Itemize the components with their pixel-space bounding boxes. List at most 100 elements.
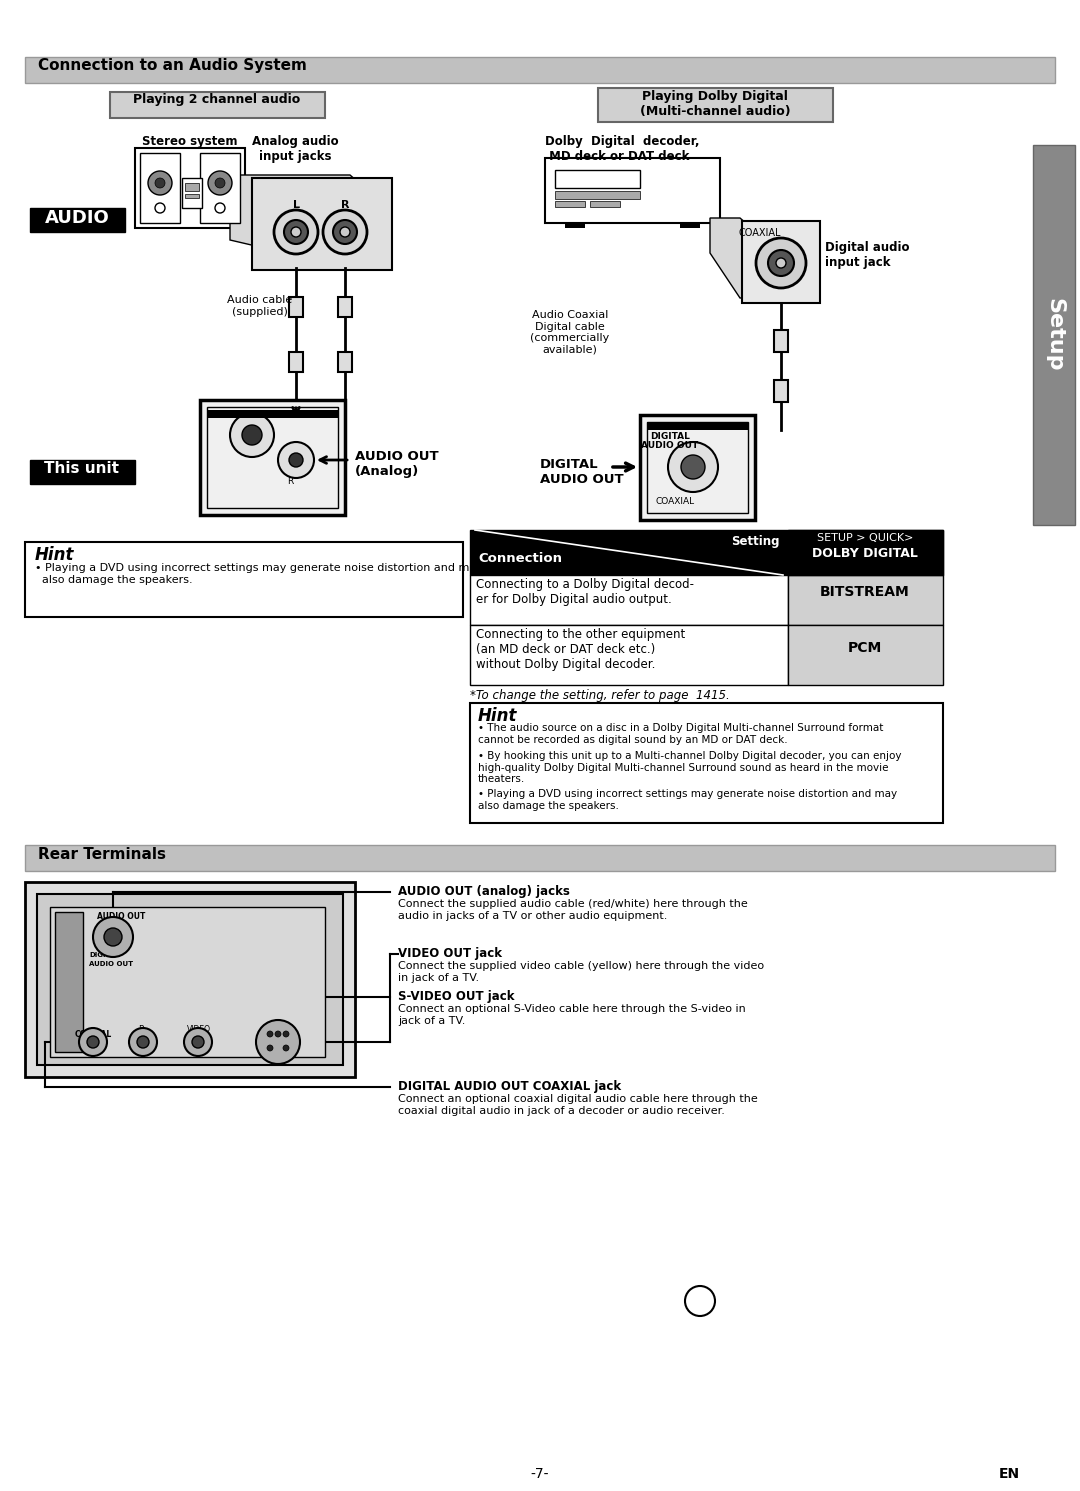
Circle shape xyxy=(148,171,172,195)
Bar xyxy=(598,88,833,122)
Text: Hint: Hint xyxy=(35,546,75,564)
Text: DOLBY DIGITAL: DOLBY DIGITAL xyxy=(812,547,918,561)
Bar xyxy=(50,907,325,1057)
Bar xyxy=(135,148,245,228)
Text: R: R xyxy=(138,1024,144,1033)
Circle shape xyxy=(756,239,806,288)
Text: COAXIAL: COAXIAL xyxy=(656,497,694,505)
Bar xyxy=(774,380,788,403)
Bar xyxy=(289,297,303,318)
Bar xyxy=(774,330,788,352)
Text: DIGITAL
AUDIO OUT: DIGITAL AUDIO OUT xyxy=(540,458,623,486)
Circle shape xyxy=(215,203,225,213)
Text: -7-: -7- xyxy=(530,1467,550,1481)
Text: Connection: Connection xyxy=(478,552,562,565)
Circle shape xyxy=(256,1020,300,1065)
Text: Hint: Hint xyxy=(478,707,517,725)
Circle shape xyxy=(283,1030,289,1038)
Circle shape xyxy=(230,413,274,458)
Bar xyxy=(185,194,199,198)
Circle shape xyxy=(192,1036,204,1048)
Circle shape xyxy=(215,177,225,188)
Text: R: R xyxy=(287,477,294,486)
Circle shape xyxy=(283,1045,289,1051)
Bar xyxy=(207,407,338,508)
Text: COAXIAL: COAXIAL xyxy=(75,1030,112,1039)
Text: Setting: Setting xyxy=(731,535,780,549)
Circle shape xyxy=(669,441,718,492)
Bar xyxy=(30,209,125,233)
Circle shape xyxy=(340,227,350,237)
Bar xyxy=(183,177,202,209)
Bar xyxy=(680,224,700,228)
Text: Playing Dolby Digital
(Multi-channel audio): Playing Dolby Digital (Multi-channel aud… xyxy=(639,89,791,118)
Circle shape xyxy=(208,171,232,195)
Text: COAXIAL: COAXIAL xyxy=(739,228,781,239)
Circle shape xyxy=(156,177,165,188)
Bar xyxy=(555,170,640,188)
Polygon shape xyxy=(710,218,775,298)
Circle shape xyxy=(777,258,786,268)
Bar xyxy=(470,576,788,625)
Text: *To change the setting, refer to page  1415.: *To change the setting, refer to page 14… xyxy=(470,689,730,702)
Bar xyxy=(555,191,640,198)
Bar xyxy=(37,895,343,1065)
Text: Playing 2 channel audio: Playing 2 channel audio xyxy=(133,92,300,106)
Text: VIDEO OUT jack: VIDEO OUT jack xyxy=(399,947,502,960)
Circle shape xyxy=(681,455,705,479)
Circle shape xyxy=(87,1036,99,1048)
Circle shape xyxy=(156,203,165,213)
Text: Connecting to the other equipment
(an MD deck or DAT deck etc.)
without Dolby Di: Connecting to the other equipment (an MD… xyxy=(476,628,685,671)
Circle shape xyxy=(267,1030,273,1038)
Circle shape xyxy=(274,210,318,253)
Circle shape xyxy=(333,221,357,245)
Bar xyxy=(140,154,180,224)
Text: R: R xyxy=(341,200,349,210)
Text: Audio Coaxial
Digital cable
(commercially
available): Audio Coaxial Digital cable (commerciall… xyxy=(530,310,609,355)
Bar xyxy=(25,543,463,617)
Text: AUDIO: AUDIO xyxy=(44,209,109,227)
Text: L: L xyxy=(293,200,299,210)
Text: Audio cable
(supplied): Audio cable (supplied) xyxy=(228,295,293,316)
Polygon shape xyxy=(230,174,390,268)
Bar xyxy=(470,625,788,684)
Circle shape xyxy=(267,1045,273,1051)
Bar xyxy=(25,883,355,1077)
Circle shape xyxy=(242,425,262,444)
Text: Connect an optional S-Video cable here through the S-video in
jack of a TV.: Connect an optional S-Video cable here t… xyxy=(399,1003,746,1026)
Text: Stereo system: Stereo system xyxy=(143,136,238,148)
Text: S-VIDEO OUT jack: S-VIDEO OUT jack xyxy=(399,990,514,1003)
Bar xyxy=(200,400,345,514)
Text: AUDIO OUT: AUDIO OUT xyxy=(642,441,699,450)
Circle shape xyxy=(93,917,133,957)
Bar xyxy=(555,201,585,207)
Text: Connection to an Audio System: Connection to an Audio System xyxy=(38,58,307,73)
Text: • Playing a DVD using incorrect settings may generate noise distortion and may
 : • Playing a DVD using incorrect settings… xyxy=(35,564,483,584)
Text: AUDIO OUT: AUDIO OUT xyxy=(213,410,270,419)
Bar xyxy=(470,702,943,823)
Bar xyxy=(788,625,943,684)
Text: Connect the supplied audio cable (red/white) here through the
audio in jacks of : Connect the supplied audio cable (red/wh… xyxy=(399,899,747,920)
Bar xyxy=(590,201,620,207)
Bar xyxy=(647,422,748,513)
Bar xyxy=(788,576,943,625)
Circle shape xyxy=(275,1030,281,1038)
Bar xyxy=(30,461,135,485)
Text: Setup: Setup xyxy=(1044,298,1064,371)
Text: • Playing a DVD using incorrect settings may generate noise distortion and may
a: • Playing a DVD using incorrect settings… xyxy=(478,789,897,811)
Bar xyxy=(110,92,325,118)
Circle shape xyxy=(104,927,122,945)
Bar xyxy=(25,57,1055,83)
Bar xyxy=(1032,145,1075,525)
Text: S-VIDEO
OUT: S-VIDEO OUT xyxy=(262,1024,293,1044)
Circle shape xyxy=(291,227,301,237)
Text: AUDIO OUT: AUDIO OUT xyxy=(89,962,133,968)
Circle shape xyxy=(284,221,308,245)
Text: AUDIO OUT (analog) jacks: AUDIO OUT (analog) jacks xyxy=(399,886,570,898)
Text: • By hooking this unit up to a Multi-channel Dolby Digital decoder, you can enjo: • By hooking this unit up to a Multi-cha… xyxy=(478,751,902,784)
Text: Connect an optional coaxial digital audio cable here through the
coaxial digital: Connect an optional coaxial digital audi… xyxy=(399,1094,758,1115)
Text: DIGITAL: DIGITAL xyxy=(89,951,120,959)
Bar xyxy=(470,529,943,576)
Text: DIGITAL: DIGITAL xyxy=(650,432,690,441)
Text: Dolby  Digital  decoder,
 MD deck or DAT deck: Dolby Digital decoder, MD deck or DAT de… xyxy=(545,136,700,163)
